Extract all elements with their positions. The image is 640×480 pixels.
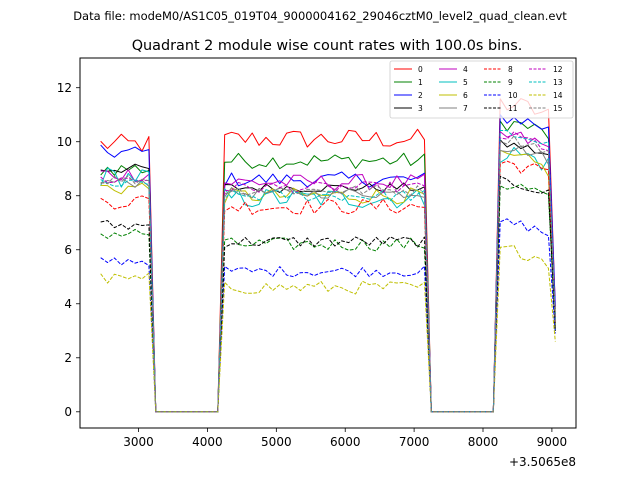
series-line-15 — [100, 135, 556, 413]
suptitle: Data file: modeM0/AS1C05_019T04_90000041… — [73, 9, 567, 23]
legend-label-9: 9 — [508, 78, 513, 87]
y-tick-label: 8 — [64, 189, 72, 203]
y-tick-label: 2 — [64, 351, 72, 365]
legend-label-10: 10 — [508, 91, 518, 100]
x-tick-label: 5000 — [261, 435, 292, 449]
legend-label-2: 2 — [418, 91, 423, 100]
y-tick-label: 4 — [64, 297, 72, 311]
legend-label-8: 8 — [508, 65, 513, 74]
y-tick-label: 10 — [57, 135, 72, 149]
legend-label-1: 1 — [418, 78, 423, 87]
legend-label-13: 13 — [553, 78, 563, 87]
x-tick-label: 9000 — [537, 435, 568, 449]
y-axis: 0 2 4 6 8 10 12 — [57, 81, 80, 419]
axes-frame — [79, 57, 577, 429]
y-tick-label: 12 — [57, 81, 72, 95]
x-tick-label: 7000 — [399, 435, 430, 449]
legend-label-0: 0 — [418, 65, 423, 74]
legend-label-5: 5 — [463, 78, 468, 87]
x-tick-label: 8000 — [468, 435, 499, 449]
legend-label-6: 6 — [463, 91, 468, 100]
x-tick-label: 4000 — [192, 435, 223, 449]
legend-label-15: 15 — [553, 104, 563, 113]
legend-label-12: 12 — [553, 65, 563, 74]
x-tick-label: 3000 — [123, 435, 154, 449]
y-tick-label: 6 — [64, 243, 72, 257]
legend-label-4: 4 — [463, 65, 468, 74]
x-axis: 3000 4000 5000 6000 7000 8000 9000 — [123, 428, 567, 449]
legend-label-7: 7 — [463, 104, 468, 113]
legend-label-3: 3 — [418, 104, 423, 113]
legend-label-14: 14 — [553, 91, 563, 100]
chart-title: Quadrant 2 module wise count rates with … — [132, 38, 523, 54]
x-tick-label: 6000 — [330, 435, 361, 449]
legend-label-11: 11 — [508, 104, 518, 113]
x-axis-offset-label: +3.5065e8 — [509, 455, 576, 469]
series-layer — [100, 98, 556, 413]
y-tick-label: 0 — [64, 405, 72, 419]
legend-box — [389, 60, 574, 119]
